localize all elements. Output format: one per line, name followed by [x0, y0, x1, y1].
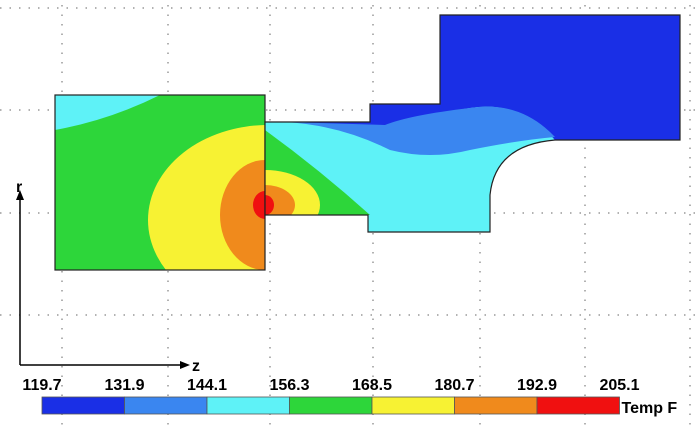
- left-part: [55, 95, 265, 270]
- legend-swatch: [536, 396, 620, 415]
- legend-tick-label: 205.1: [599, 377, 639, 394]
- legend-swatch: [41, 396, 125, 415]
- legend-tick-label: 180.7: [434, 377, 474, 394]
- legend-swatch: [206, 396, 290, 415]
- legend-tick-label: 156.3: [269, 377, 309, 394]
- right-part: [265, 15, 680, 232]
- legend-swatch: [124, 396, 208, 415]
- legend-swatch: [371, 396, 455, 415]
- legend-swatch: [289, 396, 373, 415]
- axis-label-z: z: [192, 358, 200, 375]
- legend-tick-label: 119.7: [22, 377, 61, 394]
- legend-tick-label: 144.1: [187, 377, 227, 394]
- color-legend: 119.7 131.9 144.1 156.3 168.5 180.7 192.9 205.1…: [22, 377, 677, 417]
- legend-title: Temp F: [622, 400, 678, 417]
- legend-tick-label: 168.5: [352, 377, 392, 394]
- legend-tick-label: 131.9: [104, 377, 144, 394]
- legend-tick-label: 192.9: [517, 377, 557, 394]
- axes-indicator: r z: [16, 179, 200, 375]
- legend-swatch: [454, 396, 538, 415]
- axis-label-r: r: [16, 179, 22, 196]
